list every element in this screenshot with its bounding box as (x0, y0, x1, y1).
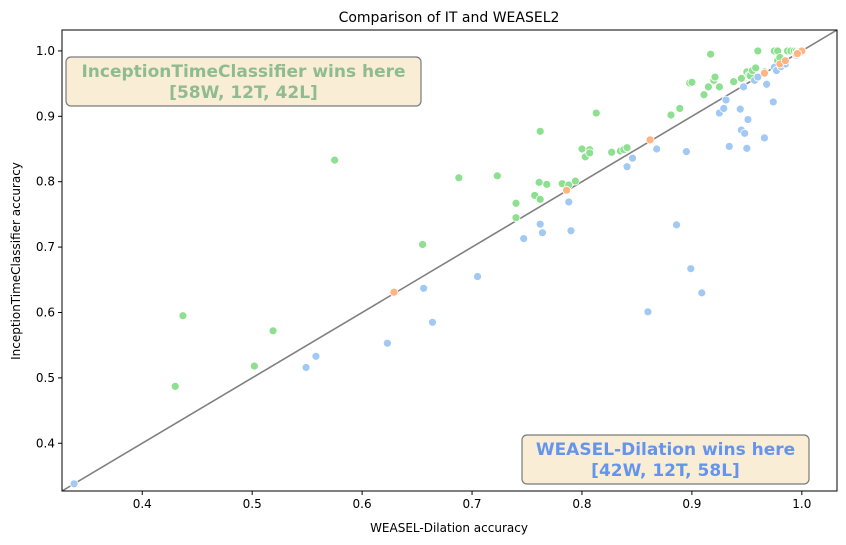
data-point (607, 147, 617, 157)
data-point (170, 381, 180, 391)
y-axis-label: InceptionTimeClassifier accuracy (9, 162, 23, 360)
data-point (69, 479, 79, 489)
data-point (719, 104, 729, 113)
annotation-boxes: InceptionTimeClassifier wins here[58W, 1… (65, 56, 810, 485)
data-point (724, 141, 734, 151)
data-point (710, 72, 720, 82)
data-point (534, 177, 544, 187)
annotation-line-1: WEASEL-Dilation wins here (536, 440, 795, 460)
data-point (753, 72, 763, 82)
data-point (703, 82, 713, 92)
data-point (622, 143, 632, 153)
data-point (697, 288, 707, 298)
data-point (535, 219, 545, 229)
x-tick-label: 1.0 (792, 497, 811, 511)
data-point (382, 338, 392, 348)
y-tick-label: 0.5 (36, 371, 55, 385)
y-tick-label: 0.4 (36, 436, 55, 450)
y-tick-label: 0.6 (36, 305, 55, 319)
data-point (330, 155, 340, 165)
x-tick-label: 0.9 (682, 497, 701, 511)
data-point (418, 240, 427, 249)
data-point (577, 144, 587, 154)
data-point (622, 162, 632, 172)
data-point (729, 77, 739, 87)
data-point (591, 108, 601, 118)
data-point (542, 179, 552, 189)
data-point (735, 104, 745, 114)
diagonal-line (62, 30, 837, 491)
data-point (511, 198, 521, 208)
data-point (519, 234, 529, 243)
data-point (780, 56, 790, 66)
data-point (389, 287, 399, 297)
data-point (562, 185, 571, 195)
x-tick-label: 0.8 (572, 497, 591, 511)
data-point (686, 264, 696, 274)
data-point (762, 79, 772, 89)
data-point (687, 77, 697, 87)
y-tick-label: 0.7 (36, 240, 55, 254)
data-point (311, 351, 321, 361)
data-point (473, 272, 482, 281)
data-point (736, 73, 746, 83)
annotation-line-2: [58W, 12T, 42L] (169, 83, 318, 103)
data-point (268, 326, 278, 336)
data-point (675, 104, 685, 113)
x-tick-label: 0.7 (462, 497, 481, 511)
data-point (249, 361, 259, 371)
data-point (643, 307, 653, 317)
y-tick-label: 1.0 (36, 44, 55, 58)
weasel-wins-box: WEASEL-Dilation wins here[42W, 12T, 58L] (521, 434, 810, 485)
annotation-line-1: InceptionTimeClassifier wins here (81, 62, 405, 82)
plot-area-frame (61, 29, 838, 492)
data-point (742, 143, 752, 153)
data-point (740, 128, 750, 138)
data-point (666, 110, 676, 120)
data-point (511, 213, 521, 223)
chart-marks (62, 30, 837, 491)
y-tick-label: 0.9 (36, 109, 55, 123)
x-tick-label: 0.6 (353, 497, 372, 511)
data-point (699, 90, 709, 100)
data-point (537, 228, 547, 238)
x-axis-label: WEASEL-Dilation accuracy (370, 521, 528, 535)
data-point (753, 46, 763, 56)
chart-title: Comparison of IT and WEASEL2 (339, 10, 560, 26)
data-point (760, 133, 769, 143)
data-point (793, 49, 802, 58)
data-point (628, 153, 637, 163)
data-point (760, 68, 769, 78)
data-point (681, 147, 691, 157)
data-point (570, 176, 580, 186)
x-tick-label: 0.4 (133, 497, 152, 511)
annotation-line-2: [42W, 12T, 58L] (591, 461, 740, 481)
data-point (743, 115, 753, 124)
x-tick-label: 0.5 (243, 497, 262, 511)
data-point (585, 148, 595, 158)
data-point (564, 197, 574, 207)
y-tick-label: 0.8 (36, 175, 55, 189)
data-point (178, 311, 188, 321)
data-point (645, 135, 655, 145)
inception-wins-box: InceptionTimeClassifier wins here[58W, 1… (65, 56, 422, 107)
data-point (751, 63, 761, 73)
data-point (428, 317, 437, 327)
axis-ticks: 0.4 0.5 0.6 0.7 0.8 0.9 1.0 0.4 0.5 0.6 0.7 0.8 0.9 1… (36, 44, 811, 511)
data-point (454, 173, 464, 183)
data-point (301, 363, 311, 372)
data-point (419, 283, 429, 293)
data-point (706, 49, 715, 59)
data-point (714, 82, 724, 92)
data-point (492, 171, 502, 181)
data-point (768, 97, 778, 107)
data-point (652, 144, 662, 154)
data-point (535, 194, 545, 204)
data-point (739, 82, 748, 92)
data-point (672, 220, 681, 230)
data-point (566, 226, 576, 236)
data-point (535, 126, 545, 136)
data-point (721, 95, 731, 105)
